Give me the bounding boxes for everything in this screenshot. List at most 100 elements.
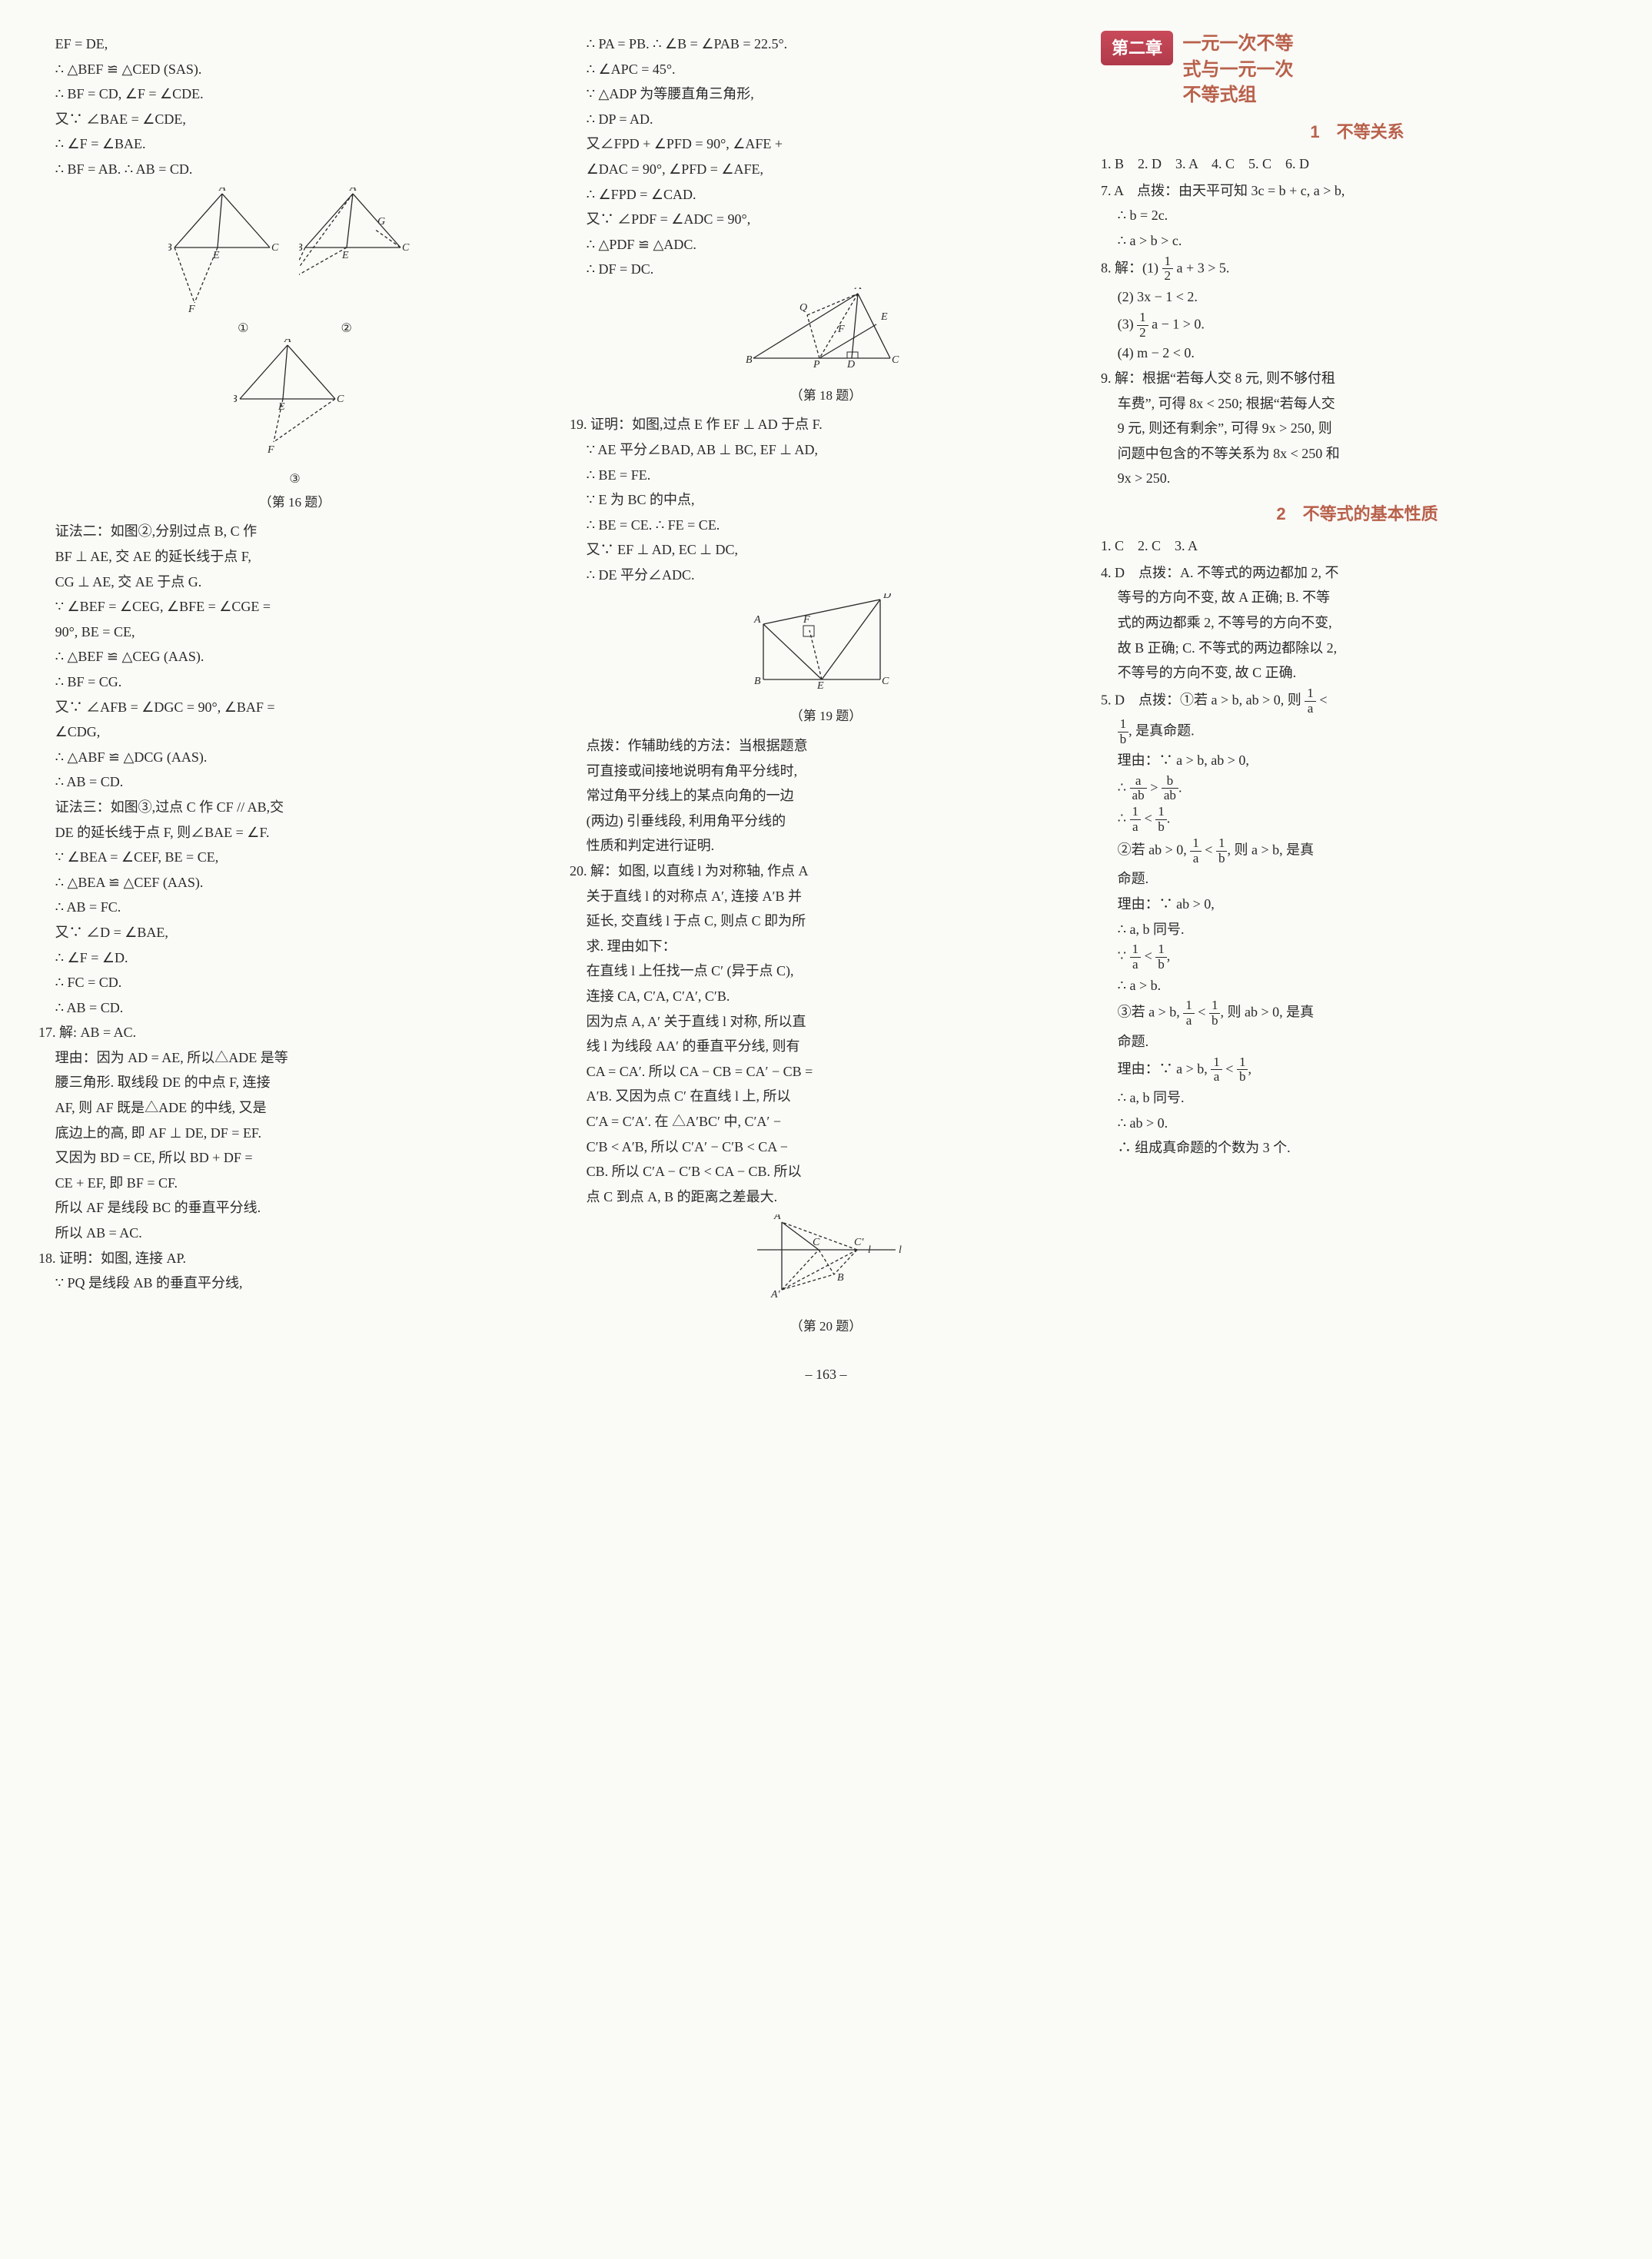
figure-20-label: （第 20 题） — [570, 1316, 1082, 1338]
text-line: CE + EF, 即 BF = CF. — [38, 1171, 551, 1195]
q5-head-text: 5. D 点拨：①若 a > b, ab > 0, 则 — [1101, 692, 1301, 707]
svg-text:C: C — [882, 676, 889, 687]
column-2: ∴ PA = PB. ∴ ∠B = ∠PAB = 22.5°. ∴ ∠APC =… — [570, 31, 1082, 1344]
text-line: 底边上的高, 即 AF ⊥ DE, DF = EF. — [38, 1121, 551, 1145]
svg-text:A: A — [854, 287, 862, 292]
svg-text:B: B — [746, 354, 753, 366]
q8-3-tail: a − 1 > 0. — [1152, 316, 1205, 331]
text-line: 线 l 为线段 AA′ 的垂直平分线, 则有 — [570, 1035, 1082, 1058]
page-number: – 163 – — [38, 1363, 1614, 1387]
q19-hint: 点拨：作辅助线的方法：当根据题意 可直接或间接地说明有角平分线时, 常过角平分线… — [570, 734, 1082, 858]
text-line: ∴ a > b > c. — [1101, 229, 1614, 253]
text-line: ∵ AE 平分∠BAD, AB ⊥ BC, EF ⊥ AD, — [570, 438, 1082, 462]
text-line: ∴ AB = CD. — [38, 996, 551, 1020]
text-line: ∴ △BEF ≌ △CED (SAS). — [38, 58, 551, 81]
figure-18-label: （第 18 题） — [570, 385, 1082, 407]
figure-18: ABCDPEQF （第 18 题） — [570, 287, 1082, 407]
figure-18-diagram: ABCDPEQF — [746, 287, 907, 376]
text-line: ∠CDG, — [38, 720, 551, 744]
svg-text:l: l — [868, 1244, 871, 1256]
text-line: ∴ ∠FPD = ∠CAD. — [570, 183, 1082, 207]
text-line: ∵ ∠BEA = ∠CEF, BE = CE, — [38, 845, 551, 869]
text-line: 90°, BE = CE, — [38, 620, 551, 644]
figure-20: lAA′BCC′l （第 20 题） — [570, 1214, 1082, 1337]
svg-text:A: A — [773, 1214, 781, 1222]
text-line: (4) m − 2 < 0. — [1101, 341, 1614, 365]
text-line: ∴ △PDF ≌ △ADC. — [570, 233, 1082, 257]
fraction-1-a: 1a — [1183, 998, 1195, 1028]
section-2-answers: 1. C 2. C 3. A — [1101, 534, 1614, 558]
text-line: DE 的延长线于点 F, 则∠BAE = ∠F. — [38, 821, 551, 845]
section-1-answers: 1. B 2. D 3. A 4. C 5. C 6. D — [1101, 152, 1614, 176]
text-line: BF ⊥ AE, 交 AE 的延长线于点 F, — [38, 545, 551, 569]
section-2-title: 2 不等式的基本性质 — [1101, 500, 1614, 528]
text-line: 19. 证明：如图,过点 E 作 EF ⊥ AD 于点 F. — [570, 413, 1082, 437]
text-line: 式的两边都乘 2, 不等号的方向不变, — [1101, 611, 1614, 635]
q5-r3b-text: 理由：∵ a > b, — [1118, 1061, 1208, 1076]
text-line: 命题. — [1101, 867, 1614, 891]
text-line: CB. 所以 C′A − C′B < CA − CB. 所以 — [570, 1160, 1082, 1184]
fraction-1-b: 1b — [1118, 717, 1129, 747]
text-line: (2) 3x − 1 < 2. — [1101, 285, 1614, 309]
svg-text:A: A — [218, 188, 226, 194]
fraction-a-ab: aab — [1130, 774, 1147, 804]
text-line: 性质和判定进行证明. — [570, 834, 1082, 858]
text-line: 理由：∵ ab > 0, — [1101, 892, 1614, 916]
svg-text:B: B — [299, 242, 303, 254]
q8-3-head: (3) — [1118, 316, 1134, 331]
q5-p3-head: ③若 a > b, — [1118, 1005, 1180, 1020]
figure-16-diagram-3: ABCEF — [234, 339, 357, 462]
svg-text:D: D — [846, 359, 855, 370]
text-line: ∴ BE = CE. ∴ FE = CE. — [570, 513, 1082, 537]
text-line: ∵ PQ 是线段 AB 的垂直平分线, — [38, 1271, 551, 1295]
fraction-half: 12 — [1162, 254, 1174, 284]
text-line: ∴ DE 平分∠ADC. — [570, 563, 1082, 587]
svg-text:C: C — [337, 394, 344, 405]
svg-text:F: F — [188, 304, 195, 315]
svg-text:A: A — [753, 614, 761, 626]
text-line: 故 B 正确; C. 不等式的两边都除以 2, — [1101, 636, 1614, 660]
text-line: 4. D 点拨：A. 不等式的两边都加 2, 不 — [1101, 561, 1614, 585]
text-line: 点拨：作辅助线的方法：当根据题意 — [570, 734, 1082, 758]
q5-p2-head: ②若 ab > 0, — [1118, 842, 1187, 857]
text-line: ∠DAC = 90°, ∠PFD = ∠AFE, — [570, 158, 1082, 181]
text-line: 9. 解：根据“若每人交 8 元, 则不够付租 — [1101, 367, 1614, 390]
text-line: ∴ ∠F = ∠BAE. — [38, 132, 551, 156]
figure-16-diagram-1: ABCEF — [168, 188, 291, 318]
svg-text:D: D — [883, 593, 891, 601]
fraction-half: 12 — [1137, 311, 1148, 341]
text-line: 又∵ EF ⊥ AD, EC ⊥ DC, — [570, 538, 1082, 562]
q5-cond: ∵ 1a < 1b, — [1101, 942, 1614, 972]
fraction-1-a: 1a — [1190, 836, 1202, 866]
svg-text:Q: Q — [799, 302, 807, 314]
text-line: 7. A 点拨：由天平可知 3c = b + c, a > b, — [1101, 179, 1614, 203]
q5-p3: ③若 a > b, 1a < 1b, 则 ab > 0, 是真 — [1101, 998, 1614, 1028]
prefix: ∴ — [1118, 811, 1130, 826]
text-line: ∴ DF = DC. — [570, 257, 1082, 281]
text-line: 不等号的方向不变, 故 C 正确. — [1101, 661, 1614, 685]
svg-text:B: B — [168, 242, 172, 254]
text-line: 关于直线 l 的对称点 A′, 连接 A′B 并 — [570, 885, 1082, 909]
section-1-title: 1 不等关系 — [1101, 118, 1614, 146]
text-line: ∴ a, b 同号. — [1101, 918, 1614, 942]
svg-text:B: B — [837, 1272, 844, 1284]
text-line: 等号的方向不变, 故 A 正确; B. 不等 — [1101, 586, 1614, 610]
q5-r2: ∴ aab > bab. — [1101, 774, 1614, 804]
text-line: 理由：因为 AD = AE, 所以△ADE 是等 — [38, 1046, 551, 1070]
text-line: 又因为 BD = CE, 所以 BD + DF = — [38, 1146, 551, 1170]
figure-19-label: （第 19 题） — [570, 706, 1082, 728]
fraction-1-b: 1b — [1155, 942, 1167, 972]
col2-top-block: ∴ PA = PB. ∴ ∠B = ∠PAB = 22.5°. ∴ ∠APC =… — [570, 32, 1082, 281]
fraction-1-a: 1a — [1305, 686, 1316, 716]
text-line: ∴ BE = FE. — [570, 463, 1082, 487]
q8-1: 8. 解：(1) 12 a + 3 > 5. — [1101, 254, 1614, 284]
fraction-1-a: 1a — [1130, 805, 1142, 835]
figure-20-diagram: lAA′BCC′l — [742, 1214, 911, 1307]
text-line: 所以 AF 是线段 BC 的垂直平分线. — [38, 1196, 551, 1220]
text-line: 9x > 250. — [1101, 467, 1614, 490]
col1-mid-block: 证法二：如图②,分别过点 B, C 作 BF ⊥ AE, 交 AE 的延长线于点… — [38, 520, 551, 1019]
sub-label: ① — [238, 318, 248, 339]
svg-text:F: F — [837, 324, 845, 335]
q5-tail1: 1b, 是真命题. — [1101, 717, 1614, 747]
column-1: EF = DE, ∴ △BEF ≌ △CED (SAS). ∴ BF = CD,… — [38, 31, 551, 1344]
